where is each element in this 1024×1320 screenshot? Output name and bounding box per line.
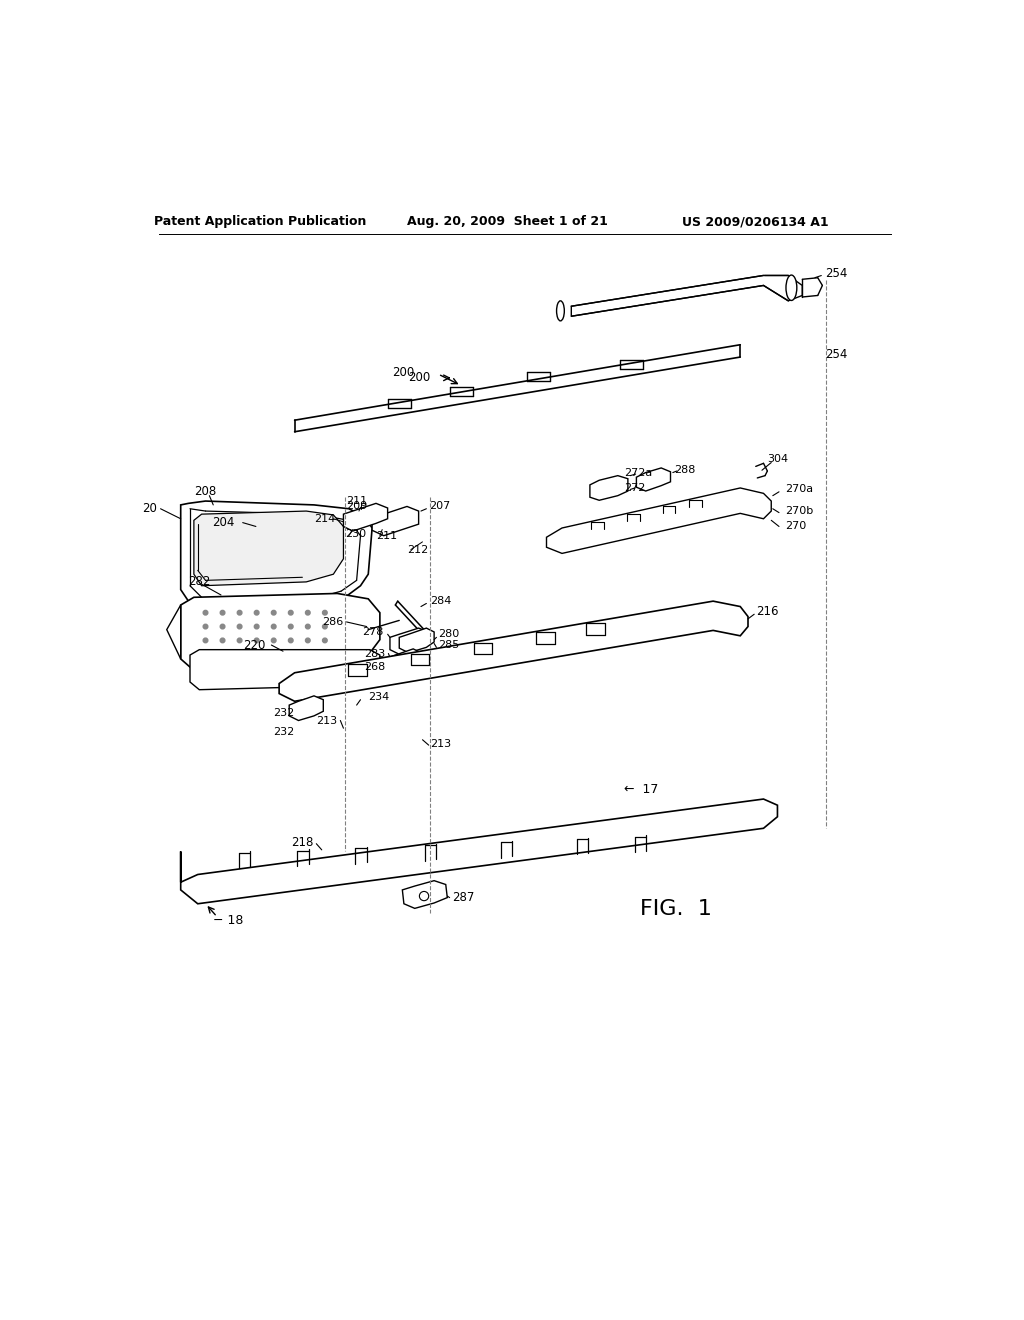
Text: 282: 282 — [188, 576, 211, 589]
Polygon shape — [385, 649, 423, 676]
Polygon shape — [167, 605, 180, 659]
Circle shape — [238, 638, 242, 643]
Circle shape — [289, 624, 293, 628]
Text: 272a: 272a — [624, 467, 652, 478]
Text: 207: 207 — [429, 502, 450, 511]
Polygon shape — [180, 799, 777, 904]
Circle shape — [203, 638, 208, 643]
Text: 216: 216 — [756, 605, 778, 618]
Ellipse shape — [786, 275, 797, 301]
Circle shape — [220, 610, 225, 615]
Text: 204: 204 — [213, 516, 234, 529]
Polygon shape — [590, 475, 628, 500]
Text: 232: 232 — [273, 708, 295, 718]
Text: 234: 234 — [369, 693, 389, 702]
Text: 288: 288 — [675, 465, 695, 475]
Text: 214: 214 — [314, 513, 336, 524]
Circle shape — [203, 610, 208, 615]
Circle shape — [220, 624, 225, 628]
Text: FIG.  1: FIG. 1 — [640, 899, 712, 919]
Polygon shape — [547, 488, 771, 553]
Circle shape — [420, 891, 429, 900]
Text: 220: 220 — [244, 639, 266, 652]
Text: 283: 283 — [365, 648, 385, 659]
Circle shape — [305, 610, 310, 615]
Circle shape — [254, 638, 259, 643]
Text: 212: 212 — [407, 545, 428, 554]
Text: 211: 211 — [346, 496, 368, 506]
Text: 213: 213 — [430, 739, 452, 748]
Polygon shape — [289, 696, 324, 721]
Circle shape — [271, 624, 276, 628]
Text: 200: 200 — [408, 371, 430, 384]
Text: 230: 230 — [345, 529, 367, 539]
Ellipse shape — [557, 301, 564, 321]
Polygon shape — [402, 880, 447, 908]
Polygon shape — [372, 507, 419, 536]
Polygon shape — [194, 511, 343, 586]
Circle shape — [305, 624, 310, 628]
Text: 254: 254 — [825, 348, 848, 362]
Text: 286: 286 — [323, 616, 343, 627]
Circle shape — [323, 610, 328, 615]
Text: ←  17: ← 17 — [624, 783, 658, 796]
Polygon shape — [190, 649, 380, 689]
Text: 200: 200 — [392, 366, 415, 379]
Text: 218: 218 — [292, 836, 314, 849]
Polygon shape — [390, 628, 429, 655]
Circle shape — [238, 624, 242, 628]
Circle shape — [323, 638, 328, 643]
Text: 213: 213 — [316, 715, 337, 726]
Circle shape — [203, 624, 208, 628]
Text: 20: 20 — [142, 502, 158, 515]
Text: 304: 304 — [767, 454, 788, 463]
Polygon shape — [399, 628, 434, 653]
Circle shape — [238, 610, 242, 615]
Text: 270: 270 — [785, 521, 807, 532]
Polygon shape — [636, 469, 671, 491]
Circle shape — [271, 638, 276, 643]
Text: 270a: 270a — [785, 484, 813, 495]
Text: Patent Application Publication: Patent Application Publication — [154, 215, 366, 228]
Polygon shape — [180, 594, 380, 671]
Text: 285: 285 — [438, 640, 459, 649]
Text: 211: 211 — [376, 531, 397, 541]
Text: 208: 208 — [194, 486, 216, 499]
Text: 209: 209 — [346, 502, 368, 511]
Circle shape — [271, 610, 276, 615]
Polygon shape — [343, 503, 388, 531]
Polygon shape — [180, 502, 372, 612]
Circle shape — [254, 610, 259, 615]
Text: 232: 232 — [273, 727, 295, 737]
Circle shape — [220, 638, 225, 643]
Text: 287: 287 — [452, 891, 474, 904]
Polygon shape — [571, 276, 802, 317]
Text: 278: 278 — [362, 627, 384, 638]
Text: 254: 254 — [825, 268, 848, 280]
Text: 268: 268 — [365, 661, 385, 672]
Circle shape — [323, 624, 328, 628]
Circle shape — [289, 610, 293, 615]
Text: US 2009/0206134 A1: US 2009/0206134 A1 — [682, 215, 829, 228]
Text: Aug. 20, 2009  Sheet 1 of 21: Aug. 20, 2009 Sheet 1 of 21 — [408, 215, 608, 228]
Text: 270b: 270b — [785, 506, 813, 516]
Text: 272: 272 — [624, 483, 645, 492]
Text: 284: 284 — [430, 597, 452, 606]
Circle shape — [305, 638, 310, 643]
Text: 280: 280 — [438, 630, 459, 639]
Text: − 18: − 18 — [213, 915, 244, 927]
Circle shape — [289, 638, 293, 643]
Polygon shape — [280, 601, 748, 701]
Circle shape — [254, 624, 259, 628]
